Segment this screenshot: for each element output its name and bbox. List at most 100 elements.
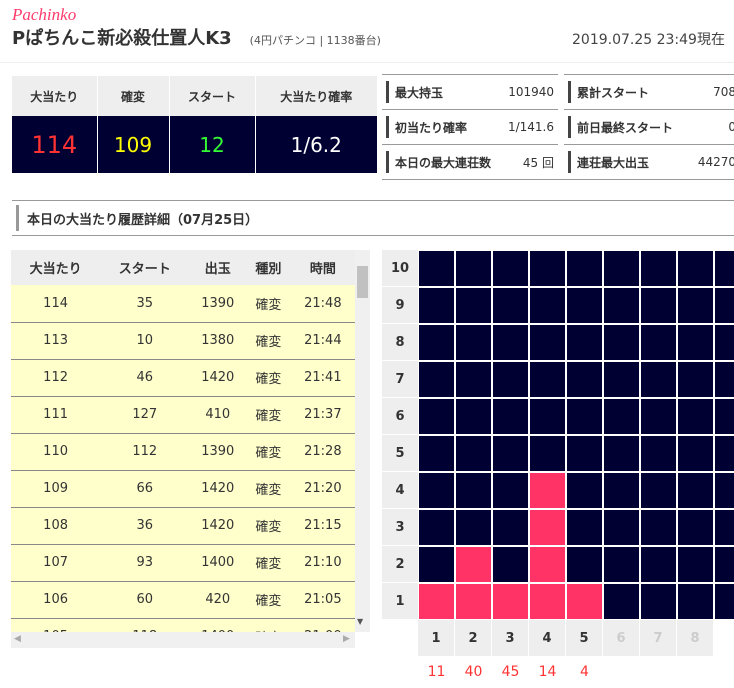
chart-cell: [640, 435, 677, 472]
table-cell: 112: [11, 359, 101, 397]
stat-value: 109: [97, 116, 170, 173]
table-row[interactable]: 110 112 1390 確変 21:28: [11, 433, 355, 471]
table-cell: 21:15: [290, 507, 355, 545]
chart-cell: [714, 546, 734, 583]
scroll-down-icon[interactable]: ▼: [357, 617, 364, 626]
table-cell: 114: [11, 285, 101, 323]
y-tick-label: 6: [382, 398, 418, 435]
table-cell: 21:28: [290, 433, 355, 471]
section-heading: 本日の大当たり履歴詳細（07月25日）: [12, 200, 734, 236]
x-tick-label: 6: [603, 620, 640, 656]
chart-cell: [677, 472, 714, 509]
table-row[interactable]: 106 60 420 確変 21:05: [11, 581, 355, 619]
column-header: 種別: [246, 250, 291, 285]
chart-cell: [418, 324, 455, 361]
section-title: 本日の大当たり履歴詳細（07月25日）: [27, 212, 259, 228]
chart-cell: [492, 287, 529, 324]
table-cell: 10: [100, 322, 190, 360]
chart-cell: [566, 250, 603, 287]
table-cell: 118: [100, 618, 190, 632]
chart-cell: [455, 361, 492, 398]
y-tick-label: 8: [382, 324, 418, 361]
history-table[interactable]: 大当たり スタート 出玉 種別 時間 114 35 1390 確変 21:48 113 10 1380 確…: [11, 250, 355, 632]
chart-cell: [603, 398, 640, 435]
info-label: 前日最終スタート: [577, 120, 674, 135]
table-cell: 1400: [189, 544, 247, 582]
scroll-left-icon[interactable]: ◀: [14, 634, 21, 644]
chart-cell: [529, 398, 566, 435]
table-cell: 21:00: [290, 618, 355, 632]
scroll-right-icon[interactable]: ▶: [343, 634, 350, 644]
scrollbar-thumb[interactable]: [357, 266, 368, 298]
table-row[interactable]: 107 93 1400 確変 21:10: [11, 544, 355, 582]
column-header: 出玉: [189, 250, 247, 285]
y-tick-label: 3: [382, 509, 418, 546]
chart-cell: [529, 435, 566, 472]
chart-cell: [566, 509, 603, 546]
machine-subtitle: (4円パチンコ | 1138番台): [249, 34, 381, 47]
info-value: 44270: [697, 155, 734, 169]
x-tick-label: 3: [492, 620, 529, 656]
chart-cell: [492, 324, 529, 361]
vertical-scrollbar[interactable]: [355, 250, 370, 632]
info-item: 連荘最大出玉 44270: [564, 144, 734, 179]
table-cell: 1400: [189, 618, 247, 632]
table-cell: 1420: [189, 359, 247, 397]
table-cell: 113: [11, 322, 101, 360]
chart-cell: [677, 398, 714, 435]
chart-cell: [640, 250, 677, 287]
table-row[interactable]: 114 35 1390 確変 21:48: [11, 285, 355, 323]
y-tick-label: 10: [382, 250, 418, 287]
table-cell: 36: [100, 507, 190, 545]
table-cell: 60: [100, 581, 190, 619]
info-item: 初当たり確率 1/141.6: [382, 109, 558, 144]
info-bar: [568, 116, 571, 138]
chart-cell: [677, 324, 714, 361]
table-cell: 確変: [246, 396, 291, 434]
table-cell: 106: [11, 581, 101, 619]
info-value: 101940: [508, 85, 554, 99]
table-cell: 21:48: [290, 285, 355, 323]
column-header: 時間: [290, 250, 355, 285]
chart-cell: [714, 435, 734, 472]
chart-cell: [418, 435, 455, 472]
table-cell: 21:37: [290, 396, 355, 434]
chart-cell: [714, 398, 734, 435]
chart-cell: [566, 324, 603, 361]
count-label: 4: [580, 664, 589, 680]
chart-cell: [455, 472, 492, 509]
table-row[interactable]: 113 10 1380 確変 21:44: [11, 322, 355, 360]
chart-cell: [677, 583, 714, 620]
chart-cell: [603, 324, 640, 361]
info-label: 連荘最大出玉: [577, 155, 650, 170]
page-title: Pぱちんこ新必殺仕置人K3: [12, 28, 232, 49]
chart-cell: [714, 250, 734, 287]
horizontal-scrollbar[interactable]: ◀ ▶: [11, 632, 355, 648]
table-row[interactable]: 111 127 410 確変 21:37: [11, 396, 355, 434]
chart-cell: [529, 324, 566, 361]
table-cell: 確変: [246, 618, 291, 632]
chart-cell: [640, 472, 677, 509]
table-row[interactable]: 1051181400確変21:00: [11, 618, 355, 632]
chart-cell: [418, 398, 455, 435]
column-header: スタート: [100, 250, 190, 285]
table-row[interactable]: 109 66 1420 確変 21:20: [11, 470, 355, 508]
table-cell: 21:44: [290, 322, 355, 360]
table-cell: 確変: [246, 359, 291, 397]
stat-value: 1/6.2: [255, 116, 378, 173]
table-cell: 112: [100, 433, 190, 471]
chart-cell: [640, 398, 677, 435]
table-cell: 1390: [189, 285, 247, 323]
table-cell: 1390: [189, 433, 247, 471]
chart-cell: [714, 324, 734, 361]
table-cell: 35: [100, 285, 190, 323]
table-row[interactable]: 108 36 1420 確変 21:15: [11, 507, 355, 545]
chart-cell: [677, 509, 714, 546]
chart-cell: [640, 546, 677, 583]
chart-cell: [566, 287, 603, 324]
table-row[interactable]: 112 46 1420 確変 21:41: [11, 359, 355, 397]
chart-cell: [455, 509, 492, 546]
x-tick-label: 5: [566, 620, 603, 656]
stat-value: 12: [169, 116, 256, 173]
chart-cell: [455, 583, 492, 620]
